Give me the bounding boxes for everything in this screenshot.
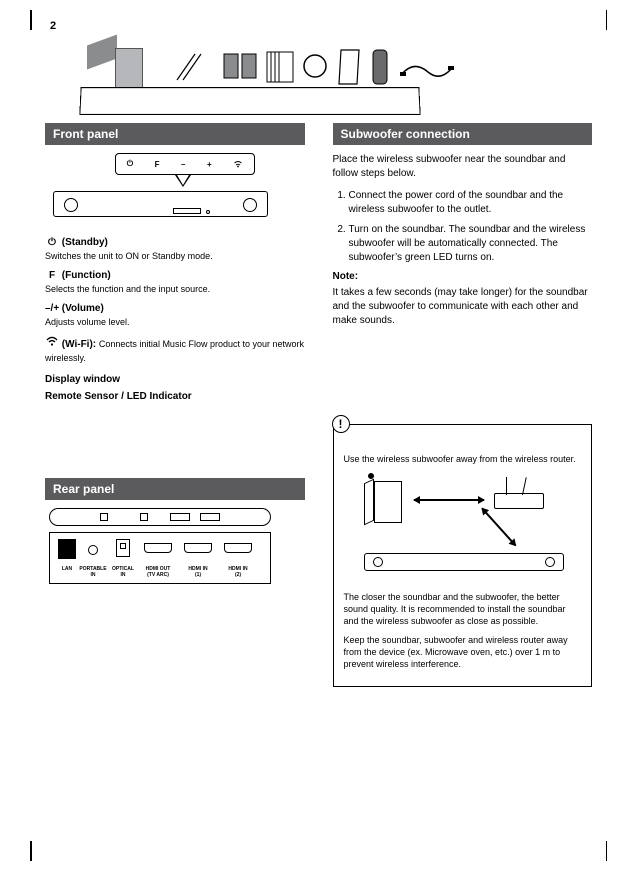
standby-row: ⏻ (Standby) Switches the unit to ON or S… [45,233,305,266]
power-icon: ⏻ [45,236,59,250]
crop-mark [606,841,608,861]
volume-row: –/+ (Volume) Adjusts volume level. [45,299,305,332]
caution-p3: Keep the soundbar, subwoofer and wireles… [344,634,582,670]
lan-port-icon [58,539,76,559]
volume-icon: –/+ [45,302,59,316]
hdmi-in1-icon [184,543,212,553]
remote-sensor-label: Remote Sensor / LED Indicator [45,391,305,402]
portable-in-icon [88,545,98,555]
front-panel-diagram: ⏻F–+ [45,153,275,223]
f-icon: F [45,269,59,283]
sub-step-2: Turn on the soundbar. The soundbar and t… [349,223,593,265]
crop-mark [30,10,32,30]
function-row: F (Function) Selects the function and th… [45,266,305,299]
display-window-label: Display window [45,374,305,385]
note-heading: Note: [333,271,593,282]
caution-diagram [344,471,582,581]
sub-step-1: Connect the power cord of the soundbar a… [349,189,593,217]
caution-icon: ! [332,415,350,433]
sub-steps: Connect the power cord of the soundbar a… [333,189,593,265]
caution-box: ! Use the wireless subwoofer away from t… [333,424,593,687]
front-panel-heading: Front panel [45,123,305,145]
hdmi-out-icon [144,543,172,553]
left-column: Front panel ⏻F–+ ⏻ (Standby) Switches th… [45,123,305,687]
right-column: Subwoofer connection Place the wireless … [333,123,593,687]
wifi-icon [45,335,59,352]
page-number: 2 [50,20,56,32]
subwoofer-heading: Subwoofer connection [333,123,593,145]
crop-mark [30,841,32,861]
crop-mark [606,10,608,30]
rear-panel-heading: Rear panel [45,478,305,500]
sub-intro: Place the wireless subwoofer near the so… [333,153,593,181]
hdmi-in2-icon [224,543,252,553]
in-box-illustration [45,40,592,115]
note-body: It takes a few seconds (may take longer)… [333,286,593,328]
wifi-row: (Wi-Fi): Connects initial Music Flow pro… [45,332,305,368]
rear-panel-diagram: LAN PORTABLE IN OPTICAL IN HDMI OUT (TV … [45,508,275,596]
caution-p1: Use the wireless subwoofer away from the… [344,453,582,465]
caution-p2: The closer the soundbar and the subwoofe… [344,591,582,627]
button-list: ⏻ (Standby) Switches the unit to ON or S… [45,233,305,368]
